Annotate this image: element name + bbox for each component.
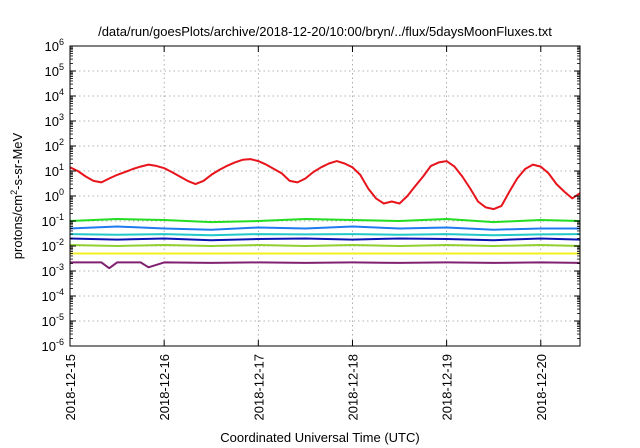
y-tick-exponent: -5 bbox=[56, 312, 64, 322]
y-tick-base: 10 bbox=[45, 189, 59, 204]
x-tick-label: 2018-12-19 bbox=[440, 354, 455, 421]
y-tick-label: 103 bbox=[45, 112, 64, 129]
y-axis-label-suffix: -s-sr-MeV bbox=[10, 132, 25, 189]
y-tick-base: 10 bbox=[42, 339, 56, 354]
series-line bbox=[69, 233, 581, 237]
y-axis-label-prefix: protons/cm bbox=[10, 195, 25, 259]
y-tick-label: 100 bbox=[45, 187, 64, 204]
y-tick-exponent: 2 bbox=[59, 137, 64, 147]
y-tick-exponent: 6 bbox=[59, 37, 64, 47]
y-tick-base: 10 bbox=[45, 139, 59, 154]
y-tick-label: 10-1 bbox=[42, 212, 64, 229]
y-tick-exponent: -6 bbox=[56, 337, 64, 347]
y-tick-base: 10 bbox=[42, 264, 56, 279]
x-axis-label: Coordinated Universal Time (UTC) bbox=[220, 430, 419, 445]
y-tick-exponent: -2 bbox=[56, 237, 64, 247]
y-tick-label: 10-2 bbox=[42, 237, 64, 254]
y-tick-base: 10 bbox=[45, 114, 59, 129]
y-tick-exponent: 1 bbox=[59, 162, 64, 172]
y-tick-label: 10-6 bbox=[42, 337, 64, 354]
x-tick-label: 2018-12-17 bbox=[251, 354, 266, 421]
y-tick-base: 10 bbox=[42, 289, 56, 304]
y-tick-base: 10 bbox=[42, 239, 56, 254]
series-line bbox=[69, 237, 581, 242]
y-tick-label: 104 bbox=[45, 87, 64, 104]
y-axis-label: protons/cm2-s-sr-MeV bbox=[9, 132, 25, 259]
y-tick-exponent: -3 bbox=[56, 262, 64, 272]
series-line bbox=[69, 244, 581, 247]
y-axis-label-sup: 2 bbox=[9, 190, 19, 195]
y-tick-exponent: 4 bbox=[59, 87, 64, 97]
y-tick-label: 10-4 bbox=[42, 287, 64, 304]
x-tick-label: 2018-12-16 bbox=[157, 354, 172, 421]
x-tick-label: 2018-12-20 bbox=[534, 354, 549, 421]
y-tick-exponent: -4 bbox=[56, 287, 64, 297]
chart-title: /data/run/goesPlots/archive/2018-12-20/1… bbox=[98, 24, 552, 39]
y-tick-label: 106 bbox=[45, 37, 64, 54]
y-tick-base: 10 bbox=[45, 64, 59, 79]
y-tick-base: 10 bbox=[42, 214, 56, 229]
y-tick-label: 10-3 bbox=[42, 262, 64, 279]
series-group bbox=[69, 158, 581, 270]
series-line bbox=[69, 225, 580, 231]
y-tick-exponent: 3 bbox=[59, 112, 64, 122]
y-tick-exponent: 0 bbox=[59, 187, 64, 197]
y-tick-label: 101 bbox=[45, 162, 64, 179]
series-line bbox=[70, 261, 581, 270]
y-tick-exponent: 5 bbox=[59, 62, 64, 72]
series-line bbox=[69, 218, 581, 224]
y-tick-base: 10 bbox=[45, 89, 59, 104]
y-tick-base: 10 bbox=[45, 39, 59, 54]
y-tick-label: 102 bbox=[45, 137, 64, 154]
y-tick-label: 10-5 bbox=[42, 312, 64, 329]
series-line bbox=[69, 158, 581, 211]
x-tick-label: 2018-12-15 bbox=[63, 354, 78, 421]
x-tick-label: 2018-12-18 bbox=[345, 354, 360, 421]
y-tick-label: 105 bbox=[45, 62, 64, 79]
y-tick-base: 10 bbox=[45, 164, 59, 179]
y-tick-base: 10 bbox=[42, 314, 56, 329]
y-tick-exponent: -1 bbox=[56, 212, 64, 222]
axis-ticks: 10610510410310210110010-110-210-310-410-… bbox=[42, 37, 580, 421]
grid-lines bbox=[70, 46, 580, 346]
